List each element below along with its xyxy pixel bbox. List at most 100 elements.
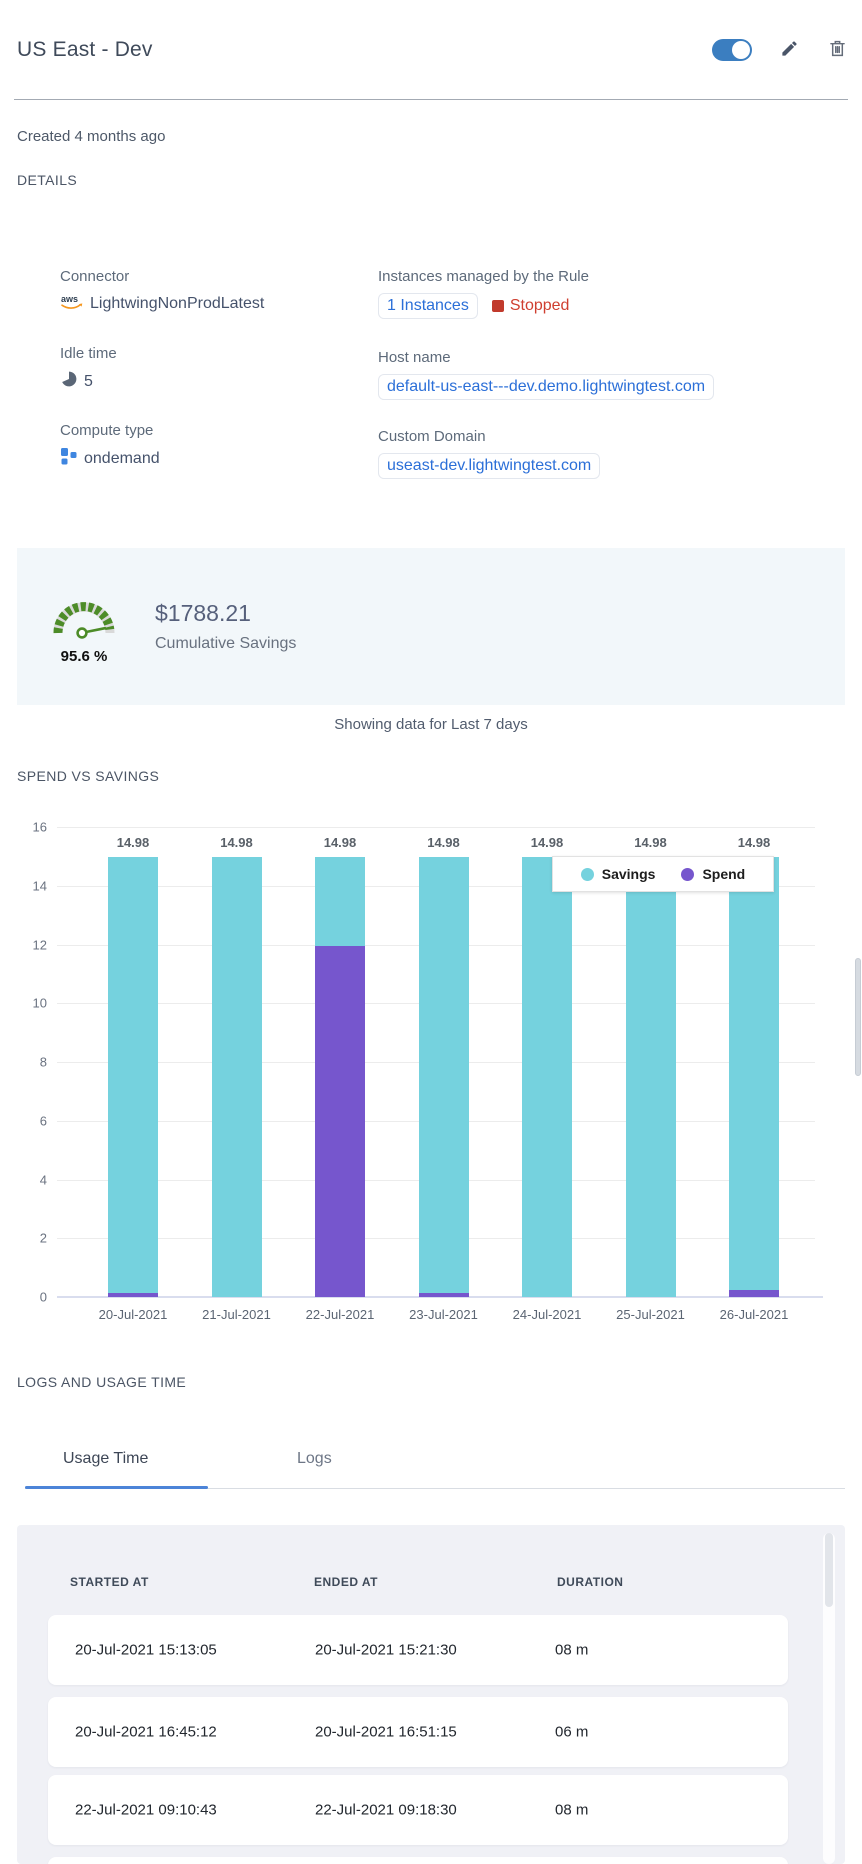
spend-vs-savings-chart: Savings Spend 16 14 12 10 8 6 4 2 0 14.98 20-Jul-2… [17,810,845,1330]
connector-label: Connector [60,268,130,285]
connector-field: Connector aws LightwingNonProdLatest [60,268,264,315]
tab-usage-time[interactable]: Usage Time [63,1442,148,1476]
compute-type-field: Compute type ondemand [60,422,160,470]
logs-tabs: Usage Time Logs [17,1442,845,1494]
y-axis-tick: 8 [39,1054,47,1070]
status-badge: Stopped [491,297,570,315]
bar-savings-26-Jul-2021[interactable] [729,856,779,1290]
bar-savings-24-Jul-2021[interactable] [522,856,572,1297]
spend-vs-savings-label: SPEND VS SAVINGS [17,768,160,784]
cell-started-at: 22-Jul-2021 09:10:43 [75,1801,217,1819]
x-axis-label: 20-Jul-2021 [98,1307,168,1322]
instances-label: Instances managed by the Rule [378,268,589,285]
stopped-square-icon [491,300,504,312]
table-scrollbar-thumb[interactable] [825,1533,833,1607]
table-row-partial[interactable] [48,1857,788,1864]
cell-duration: 08 m [555,1801,589,1819]
y-axis-tick: 4 [39,1172,47,1187]
x-axis-label: 25-Jul-2021 [616,1307,685,1322]
cell-duration: 08 m [555,1641,589,1659]
host-name-box[interactable]: default-us-east---dev.demo.lightwingtest… [378,374,715,400]
bar-savings-21-Jul-2021[interactable] [211,856,262,1297]
y-axis-tick: 2 [39,1230,47,1246]
created-note: Created 4 months ago [17,128,166,145]
y-axis-tick: 10 [32,995,47,1011]
delete-button[interactable] [827,38,848,62]
savings-amount: $1788.21 [155,600,251,626]
spend-dot-icon [681,867,695,881]
gridline [57,827,815,828]
edit-button[interactable] [780,39,799,61]
toggle-knob [732,41,750,59]
page-scrollbar-thumb[interactable] [855,958,861,1076]
bar-total-label: 14.98 [427,834,460,850]
bar-savings-23-Jul-2021[interactable] [418,856,469,1294]
active-tab-underline [25,1486,208,1489]
col-duration: DURATION [557,1575,624,1589]
bar-total-label: 14.98 [220,834,253,850]
cell-started-at: 20-Jul-2021 16:45:12 [75,1723,217,1741]
tab-logs[interactable]: Logs [297,1442,332,1476]
custom-domain-label: Custom Domain [378,428,486,445]
y-axis-tick: 16 [32,819,47,835]
aws-logo-icon: aws [60,293,84,315]
details-section-label: DETAILS [17,172,78,188]
compute-squares-icon [60,447,78,470]
savings-percent: 95.6 % [60,647,108,665]
idle-time-value: 5 [84,372,93,390]
y-axis-tick: 0 [39,1289,47,1305]
gauge-icon [45,601,123,645]
custom-domain-link[interactable]: useast-dev.lightwingtest.com [387,457,592,474]
trash-icon [827,38,848,62]
logs-and-usage-label: LOGS AND USAGE TIME [17,1374,187,1390]
table-scrollbar-track[interactable] [823,1533,835,1864]
instances-field: Instances managed by the Rule 1 Instance… [378,268,589,319]
bar-spend-26-Jul-2021[interactable] [729,1289,779,1297]
idle-time-field: Idle time 5 [60,345,117,393]
x-axis-label: 24-Jul-2021 [512,1307,582,1322]
custom-domain-box[interactable]: useast-dev.lightwingtest.com [378,453,601,479]
status-text: Stopped [509,297,570,314]
legend-item-spend[interactable]: Spend [681,866,745,882]
bar-total-label: 14.98 [323,834,357,850]
savings-dot-icon [580,867,594,881]
savings-text: $1788.21 Cumulative Savings [155,600,296,653]
page-title: US East - Dev [17,38,153,61]
x-axis-label: 23-Jul-2021 [409,1307,478,1322]
legend-item-savings[interactable]: Savings [580,866,656,882]
savings-caption: Cumulative Savings [155,635,297,652]
cell-started-at: 20-Jul-2021 15:13:05 [75,1641,217,1659]
legend-savings-label: Savings [601,866,656,882]
table-row[interactable]: 20-Jul-2021 15:13:05 20-Jul-2021 15:21:30… [48,1615,788,1685]
rule-enabled-toggle[interactable] [712,39,752,61]
idle-clock-icon [60,370,78,393]
x-axis-label: 26-Jul-2021 [719,1307,789,1322]
bar-savings-25-Jul-2021[interactable] [625,856,676,1297]
y-axis-tick: 6 [39,1113,47,1129]
col-ended-at: ENDED AT [314,1575,378,1589]
svg-text:aws: aws [61,294,78,304]
bar-spend-22-Jul-2021[interactable] [315,945,365,1297]
bar-total-label: 14.98 [530,834,564,850]
bar-savings-20-Jul-2021[interactable] [108,856,158,1294]
compute-type-label: Compute type [60,422,154,439]
table-row[interactable]: 20-Jul-2021 16:45:12 20-Jul-2021 16:51:15… [48,1697,788,1767]
header-divider [14,99,848,100]
cell-duration: 06 m [555,1723,589,1741]
table-row[interactable]: 22-Jul-2021 09:10:43 22-Jul-2021 09:18:30… [48,1775,788,1845]
y-axis-tick: 14 [32,878,47,894]
instances-link[interactable]: 1 Instances [387,297,469,314]
bar-spend-23-Jul-2021[interactable] [418,1293,469,1297]
custom-domain-field: Custom Domain useast-dev.lightwingtest.c… [378,428,601,479]
bar-total-label: 14.98 [634,834,667,850]
instances-link-box[interactable]: 1 Instances [378,293,478,319]
cell-ended-at: 22-Jul-2021 09:18:30 [315,1801,457,1819]
bar-savings-22-Jul-2021[interactable] [315,856,365,946]
host-name-link[interactable]: default-us-east---dev.demo.lightwingtest… [387,378,706,395]
bar-total-label: 14.98 [737,834,771,850]
bar-spend-20-Jul-2021[interactable] [108,1293,158,1297]
savings-summary-panel: 95.6 % $1788.21 Cumulative Savings [17,548,845,705]
y-axis-tick: 12 [32,937,47,952]
connector-value: LightwingNonProdLatest [90,295,265,312]
